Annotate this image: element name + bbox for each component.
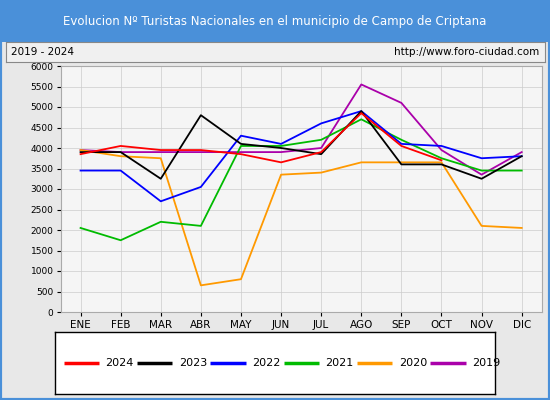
Text: http://www.foro-ciudad.com: http://www.foro-ciudad.com	[394, 47, 539, 57]
Text: 2022: 2022	[252, 358, 280, 368]
Text: 2019 - 2024: 2019 - 2024	[11, 47, 74, 57]
Text: 2020: 2020	[399, 358, 427, 368]
Text: 2023: 2023	[179, 358, 207, 368]
Text: 2019: 2019	[472, 358, 500, 368]
Text: Evolucion Nº Turistas Nacionales en el municipio de Campo de Criptana: Evolucion Nº Turistas Nacionales en el m…	[63, 14, 487, 28]
Text: 2021: 2021	[326, 358, 354, 368]
Text: 2024: 2024	[106, 358, 134, 368]
